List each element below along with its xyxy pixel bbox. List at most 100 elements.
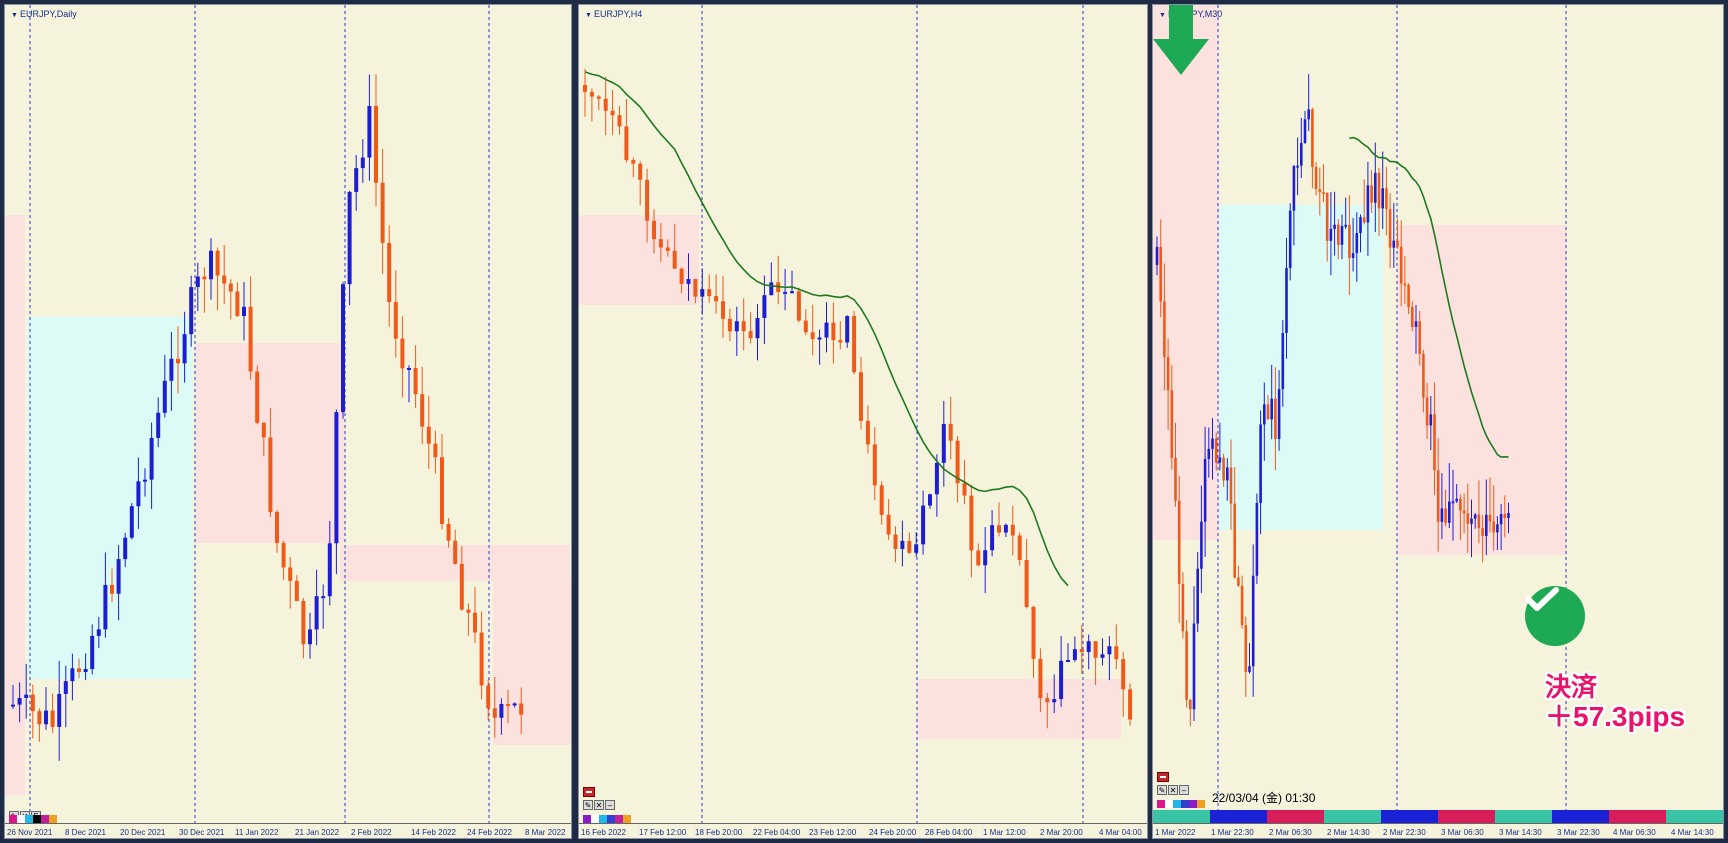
bear-candle <box>1266 404 1270 420</box>
bear-candle <box>1177 500 1181 584</box>
swatch[interactable] <box>1197 800 1205 808</box>
bear-candle <box>962 483 967 496</box>
bull-candle <box>1381 188 1384 209</box>
bear-candle <box>1079 649 1084 653</box>
bear-candle <box>1492 521 1495 533</box>
swatch[interactable] <box>41 815 49 823</box>
swatch[interactable] <box>25 815 33 823</box>
bull-candle <box>1196 568 1199 624</box>
swatch[interactable] <box>1189 800 1197 808</box>
edit-tool-button[interactable]: ✎ <box>1157 785 1167 795</box>
time-tick: 22 Feb 04:00 <box>753 828 801 837</box>
bear-candle <box>879 485 884 515</box>
bull-candle <box>308 629 312 645</box>
resistance-zone <box>5 215 25 795</box>
bear-candle <box>679 268 684 284</box>
minimize-button[interactable] <box>1157 772 1169 782</box>
swatch[interactable] <box>9 815 17 823</box>
chart-panel-h4[interactable]: ▼ EURJPY,H4 ✎ ✕ – 16 Feb 2022 17 Feb 12:0… <box>578 4 1148 839</box>
bull-candle <box>149 437 154 480</box>
bull-candle <box>1440 508 1444 522</box>
close-tool-button[interactable]: ✕ <box>594 800 604 810</box>
bear-candle <box>1233 503 1236 578</box>
bear-candle <box>301 600 306 645</box>
bull-candle <box>1448 501 1451 523</box>
swatch[interactable] <box>33 815 41 823</box>
bear-candle <box>707 289 712 297</box>
moving-average-line <box>584 71 1069 587</box>
collapse-triangle-icon[interactable]: ▼ <box>585 12 592 19</box>
bear-candle <box>1159 246 1162 302</box>
swatch[interactable] <box>591 815 599 823</box>
bull-candle <box>1414 321 1418 327</box>
bear-candle <box>374 105 378 183</box>
bear-candle <box>393 302 398 339</box>
bear-candle <box>714 296 719 302</box>
edit-tool-button[interactable]: ✎ <box>583 800 593 810</box>
swatch[interactable] <box>1157 800 1165 808</box>
bull-candle <box>1296 165 1299 168</box>
time-tick: 1 Mar 22:30 <box>1211 828 1254 837</box>
swatch[interactable] <box>623 815 631 823</box>
bear-candle <box>1314 167 1318 190</box>
candlestick-chart-daily[interactable] <box>5 5 572 839</box>
swatch[interactable] <box>49 815 57 823</box>
swatch[interactable] <box>615 815 623 823</box>
bear-candle <box>624 126 629 161</box>
bull-candle <box>103 584 108 630</box>
settlement-pips: ＋57.3pips <box>1545 701 1686 732</box>
bull-candle <box>1226 467 1229 481</box>
moving-average-line <box>1349 136 1509 458</box>
bear-candle <box>1433 414 1436 471</box>
bull-candle <box>96 629 101 636</box>
minus-tool-button[interactable]: – <box>605 800 615 810</box>
swatch[interactable] <box>583 815 591 823</box>
time-tick: 14 Feb 2022 <box>411 828 456 837</box>
bear-candle <box>1114 646 1119 660</box>
swatch[interactable] <box>599 815 607 823</box>
bull-candle <box>1277 389 1281 439</box>
candlestick-chart-m30[interactable] <box>1153 5 1724 839</box>
minus-tool-button[interactable]: – <box>1179 785 1189 795</box>
time-tick: 26 Nov 2021 <box>7 828 53 837</box>
time-tick: 20 Dec 2021 <box>120 828 166 837</box>
bull-candle <box>1392 240 1396 248</box>
bear-candle <box>589 91 594 97</box>
candlestick-chart-h4[interactable] <box>579 5 1148 839</box>
close-tool-button[interactable]: ✕ <box>1168 785 1178 795</box>
swatch[interactable] <box>1165 800 1173 808</box>
bull-candle <box>1344 224 1347 227</box>
time-tick: 4 Mar 04:00 <box>1099 828 1142 837</box>
collapse-triangle-icon[interactable]: ▼ <box>11 12 18 19</box>
bear-candle <box>1024 559 1029 607</box>
swatch[interactable] <box>607 815 615 823</box>
minimize-button[interactable] <box>583 787 595 797</box>
bull-candle <box>845 316 850 343</box>
bear-candle <box>506 703 510 706</box>
bull-candle <box>57 693 62 727</box>
bull-candle <box>1292 166 1296 211</box>
bull-candle <box>189 287 194 335</box>
bear-candle <box>907 540 912 553</box>
chart-panel-daily[interactable]: ▼EURJPY,Daily ✎ ✕ F 26 Nov 2021 8 Dec 20… <box>4 4 572 839</box>
bear-candle <box>1348 224 1351 258</box>
bull-candle <box>17 698 22 705</box>
collapse-triangle-icon[interactable]: ▼ <box>1159 12 1166 19</box>
chart-panel-m30[interactable]: ▼ EURJPY,M30 決済 ＋57.3pips ✎ ✕ – 22/03/04 … <box>1152 4 1724 839</box>
bear-candle <box>1017 535 1022 560</box>
time-tick: 28 Feb 04:00 <box>925 828 973 837</box>
checkmark-icon <box>1525 586 1585 646</box>
time-tick: 18 Feb 20:00 <box>695 828 743 837</box>
bear-candle <box>1181 583 1185 632</box>
swatch[interactable] <box>17 815 25 823</box>
bull-candle <box>116 559 121 594</box>
bull-candle <box>341 284 345 413</box>
time-tick: 2 Mar 14:30 <box>1327 828 1370 837</box>
swatch[interactable] <box>1181 800 1189 808</box>
bear-candle <box>1466 513 1470 524</box>
swatch[interactable] <box>1173 800 1181 808</box>
bear-candle <box>400 338 405 369</box>
bear-candle <box>466 609 471 613</box>
bull-candle <box>314 596 319 630</box>
bull-candle <box>90 635 95 669</box>
